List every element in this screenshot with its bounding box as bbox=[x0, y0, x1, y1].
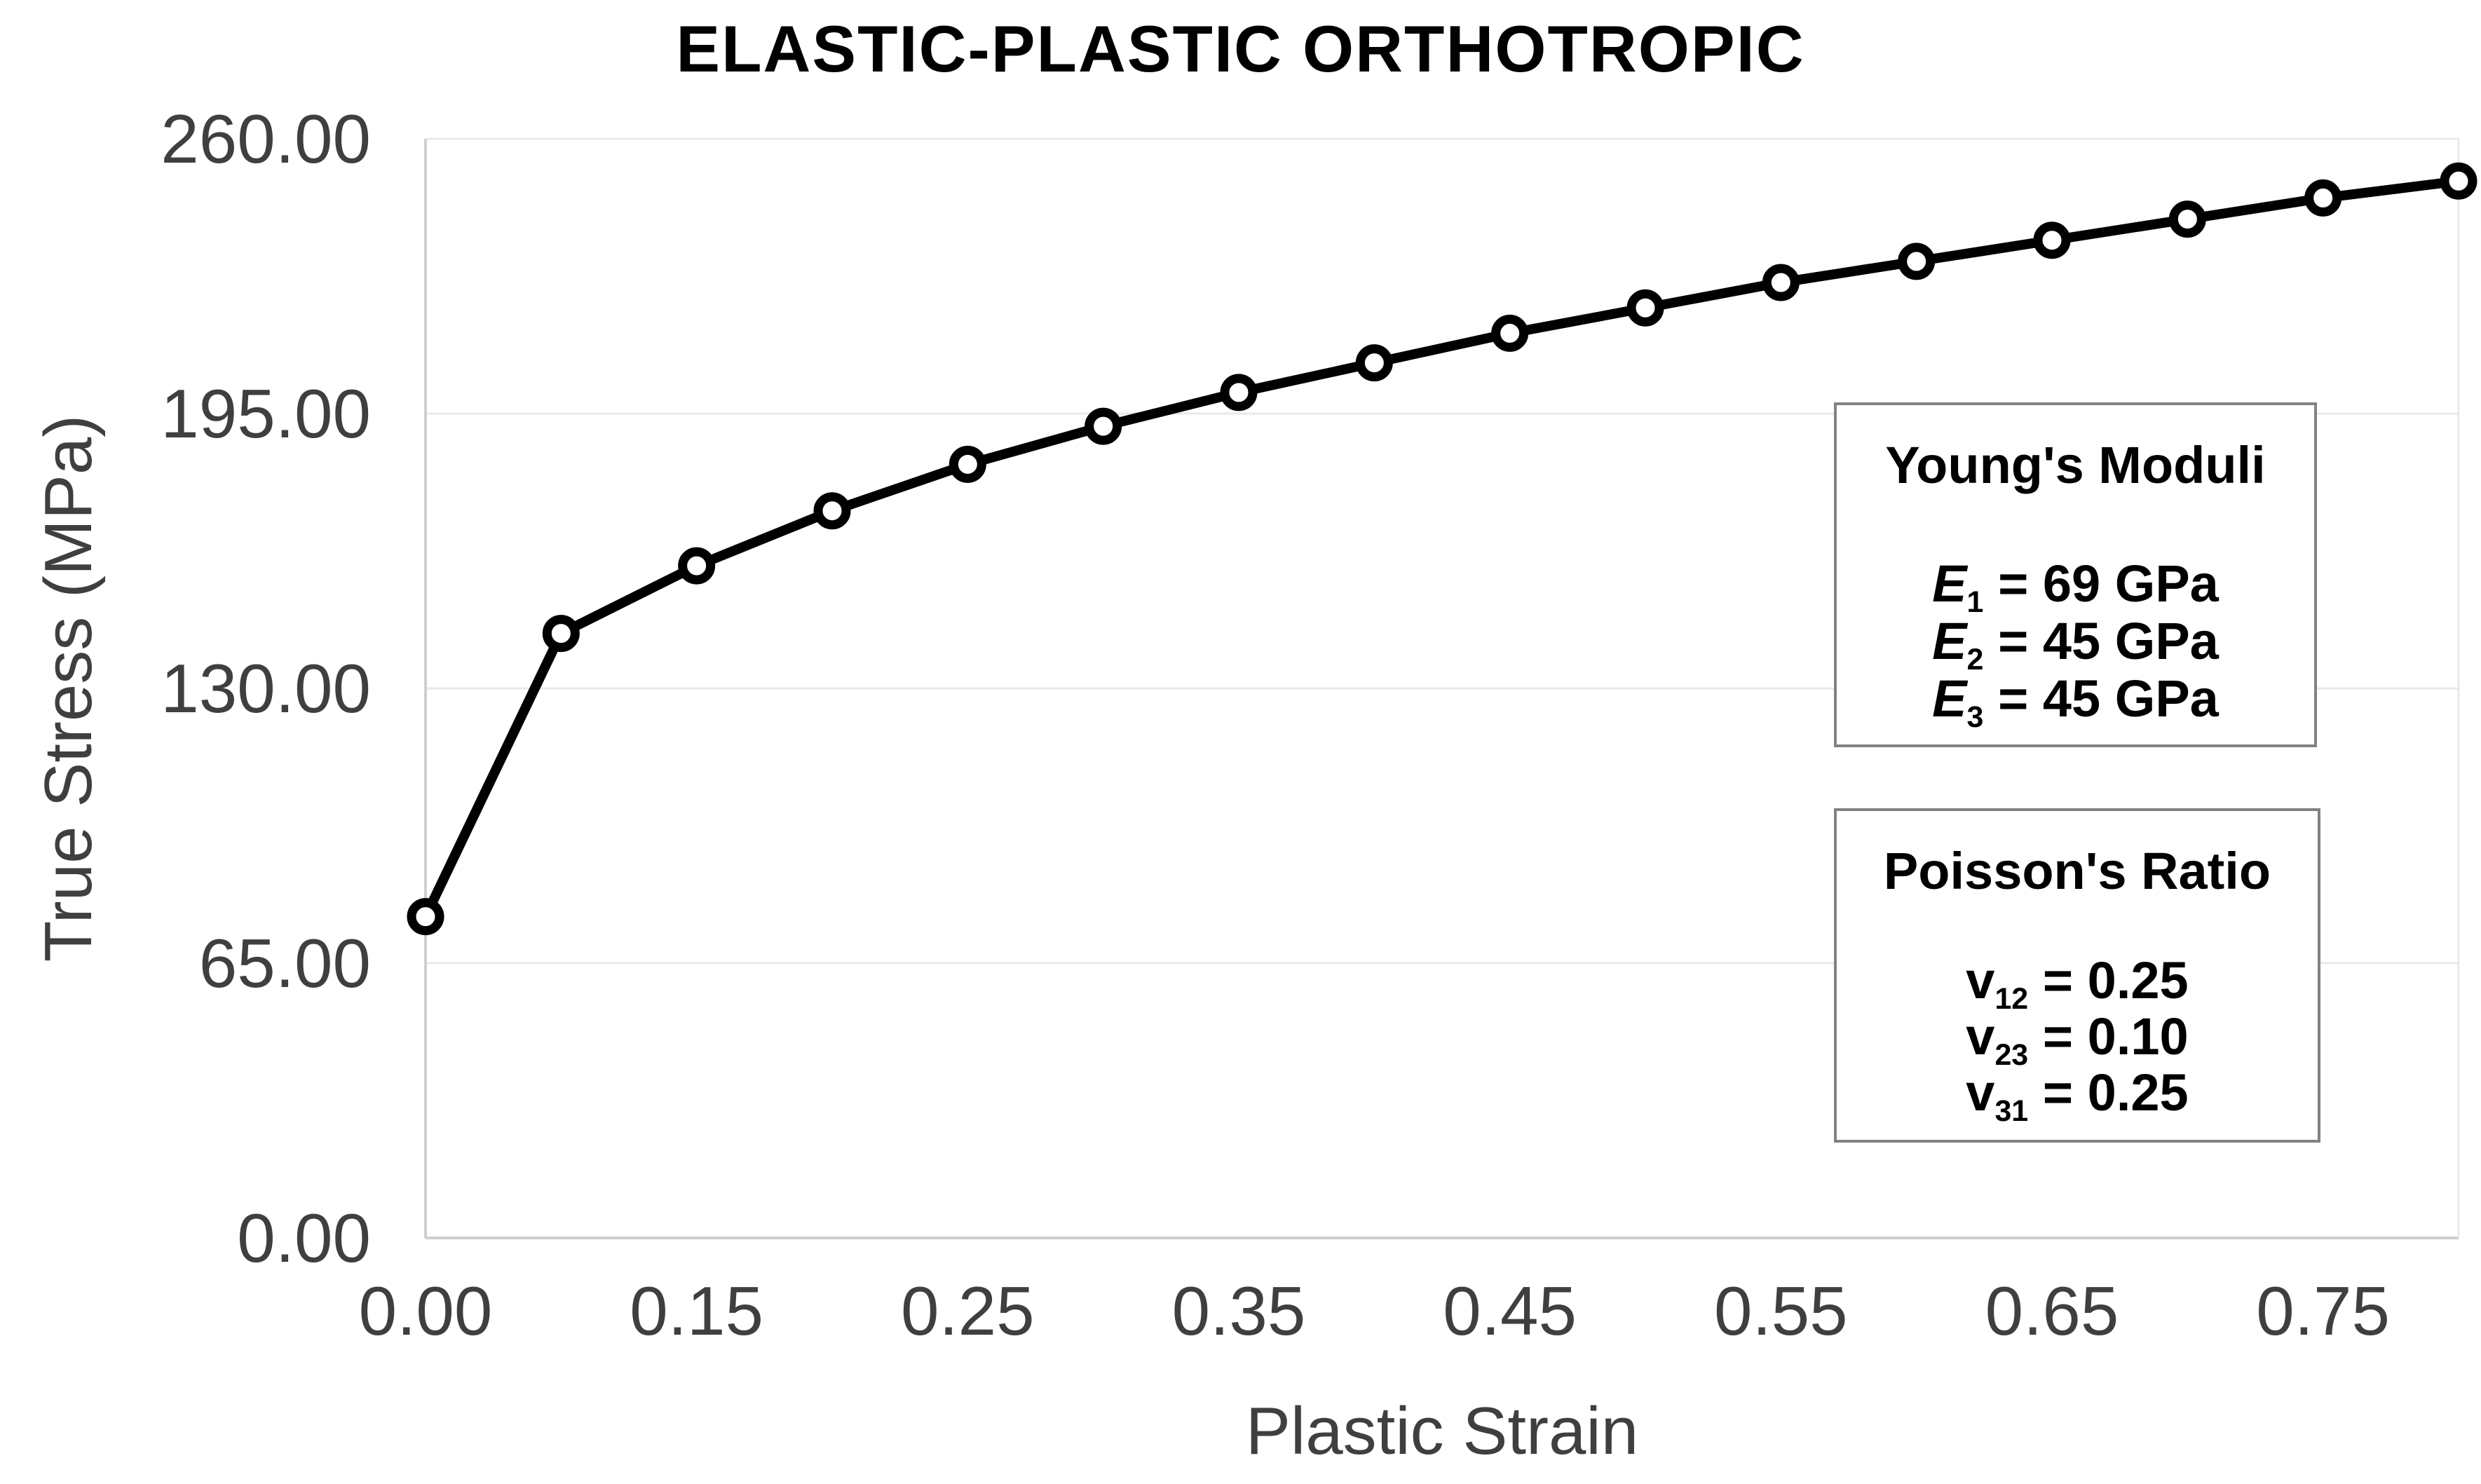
poissons-ratio-equations: v12 = 0.25 v23 = 0.10 v31 = 0.25 bbox=[1837, 951, 2318, 1129]
data-point-marker bbox=[1220, 374, 1258, 411]
y-tick-label: 260.00 bbox=[161, 100, 371, 177]
poissons-ratio-title: Poisson's Ratio bbox=[1883, 842, 2271, 900]
symbol-E3: E bbox=[1932, 669, 1967, 728]
data-point-marker bbox=[407, 898, 444, 936]
data-point-marker bbox=[678, 547, 716, 585]
data-point-marker bbox=[1626, 289, 1664, 327]
axis-lines bbox=[424, 139, 2460, 1239]
symbol-E2: E bbox=[1932, 612, 1967, 670]
equation-e3: E3 = 45 GPa bbox=[1932, 669, 2219, 735]
data-point-marker bbox=[1762, 264, 1800, 301]
data-point-marker bbox=[1491, 314, 1529, 352]
y-tick-label: 130.00 bbox=[161, 650, 371, 727]
youngs-moduli-equations: E1 = 69 GPa E2 = 45 GPa E3 = 45 GPa bbox=[1837, 554, 2314, 735]
poissons-ratio-box: Poisson's Ratio v12 = 0.25 v23 = 0.10 v31 =… bbox=[1834, 808, 2320, 1143]
data-point-marker bbox=[2168, 200, 2206, 238]
x-tick-label: 0.65 bbox=[1985, 1272, 2119, 1349]
chart-title: ELASTIC-PLASTIC ORTHOTROPIC bbox=[676, 12, 1805, 86]
x-tick-label: 0.55 bbox=[1714, 1272, 1848, 1349]
x-tick-label: 0.35 bbox=[1172, 1272, 1306, 1349]
y-tick-label: 65.00 bbox=[199, 925, 371, 1002]
data-point-marker bbox=[1898, 243, 1936, 280]
data-point-marker bbox=[1085, 407, 1122, 445]
data-point-marker bbox=[1355, 344, 1393, 382]
symbol-v31: v bbox=[1966, 1063, 1995, 1122]
data-series bbox=[421, 176, 2463, 922]
data-point-marker bbox=[813, 492, 851, 530]
series-polyline bbox=[421, 176, 2463, 922]
y-tick-labels: 260.00 195.00 130.00 65.00 0.00 bbox=[161, 100, 371, 1277]
x-tick-label: 0.25 bbox=[901, 1272, 1035, 1349]
y-tick-label: 195.00 bbox=[161, 375, 371, 452]
data-point-marker bbox=[2033, 222, 2071, 259]
x-axis-title: Plastic Strain bbox=[1245, 1394, 1639, 1469]
y-tick-label: 0.00 bbox=[237, 1199, 371, 1277]
equation-e2: E2 = 45 GPa bbox=[1932, 612, 2219, 677]
symbol-v23: v bbox=[1966, 1007, 1995, 1066]
x-tick-labels: 0.00 0.15 0.25 0.35 0.45 0.55 0.65 0.75 bbox=[359, 1272, 2390, 1349]
symbol-E1: E bbox=[1932, 554, 1967, 613]
equation-e1: E1 = 69 GPa bbox=[1932, 554, 2219, 620]
x-tick-label: 0.15 bbox=[630, 1272, 763, 1349]
equation-v23: v23 = 0.10 bbox=[1966, 1007, 2189, 1073]
equation-v12: v12 = 0.25 bbox=[1966, 951, 2189, 1016]
equation-v31: v31 = 0.25 bbox=[1966, 1063, 2189, 1129]
youngs-moduli-title: Young's Moduli bbox=[1885, 436, 2266, 494]
x-tick-label: 0.00 bbox=[359, 1272, 493, 1349]
youngs-moduli-box: Young's Moduli E1 = 69 GPa E2 = 45 GPa E3 =… bbox=[1834, 402, 2317, 747]
symbol-v12: v bbox=[1966, 951, 1995, 1009]
data-point-marker bbox=[542, 615, 580, 653]
data-point-marker bbox=[2440, 162, 2477, 200]
x-tick-label: 0.75 bbox=[2256, 1272, 2390, 1349]
data-point-markers bbox=[407, 162, 2477, 936]
data-point-marker bbox=[2304, 179, 2342, 217]
data-point-marker bbox=[949, 445, 986, 483]
x-tick-label: 0.45 bbox=[1443, 1272, 1577, 1349]
